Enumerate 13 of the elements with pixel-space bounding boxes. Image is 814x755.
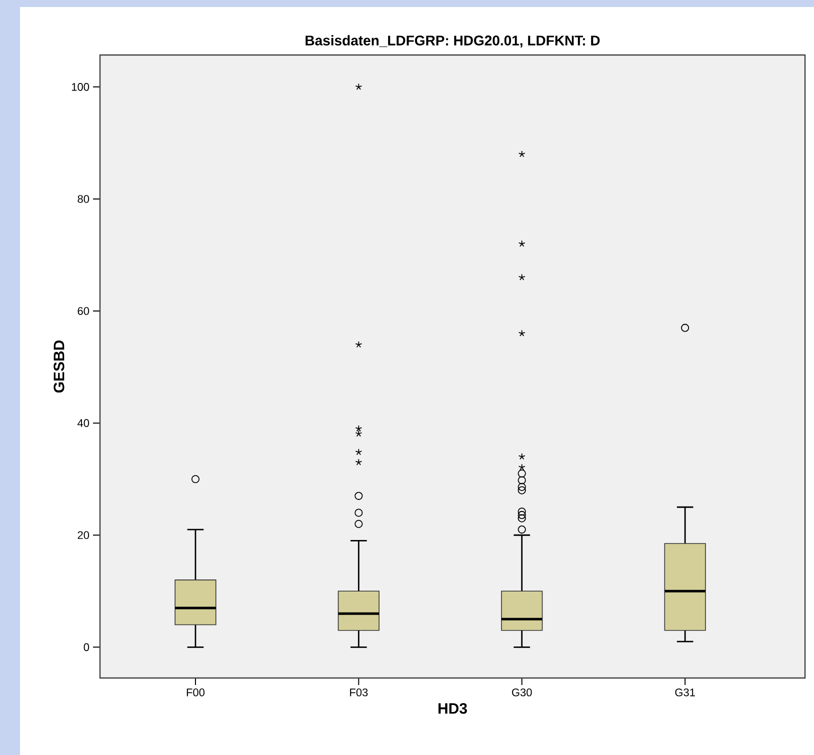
y-axis-title: GESBD [54,340,64,393]
y-tick-label: 40 [77,419,90,427]
x-tick-label: G30 [512,688,532,696]
x-axis-title: HD3 [438,703,467,714]
y-tick-label: 100 [72,83,90,91]
x-tick-label: F00 [186,688,205,696]
y-tick-label: 20 [78,531,90,540]
x-tick-label: G31 [675,688,695,696]
y-tick-label: 80 [78,195,90,203]
x-tick-label: F03 [350,688,368,696]
chart-title: Basisdaten_LDFGRP: HDG20.01, LDFKNT: D [306,35,600,48]
y-tick-label: 0 [84,643,90,652]
y-tick-label: 60 [78,307,90,315]
